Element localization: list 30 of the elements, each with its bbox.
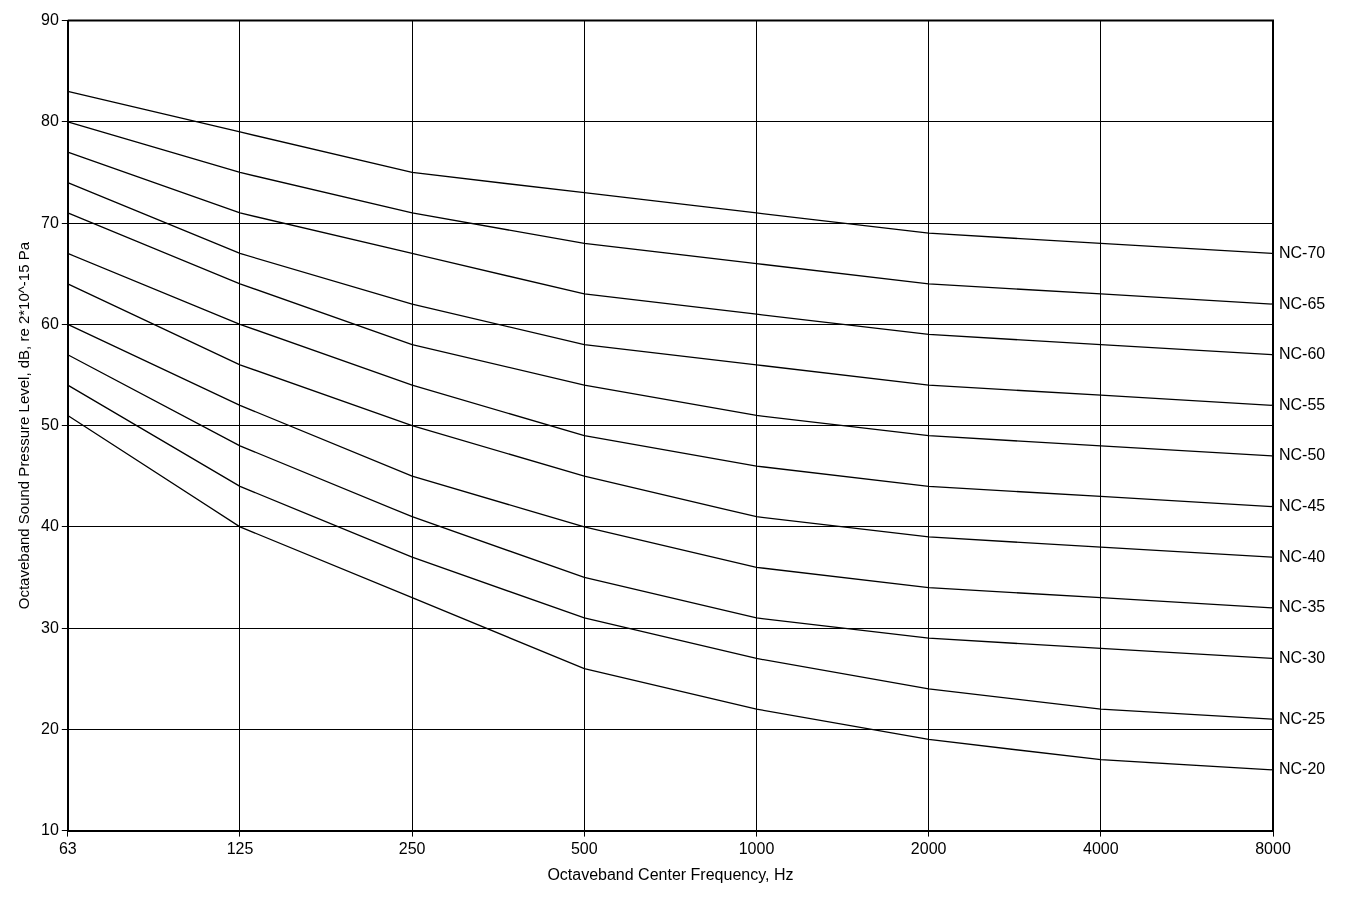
series-label: NC-70	[1279, 243, 1326, 261]
x-tick-label: 250	[398, 839, 426, 857]
y-tick-label: 20	[41, 719, 59, 737]
x-tick-label: 500	[570, 839, 598, 857]
y-tick-label: 10	[41, 821, 59, 839]
y-tick-label: 30	[41, 618, 59, 636]
y-tick-label: 40	[41, 517, 59, 535]
series-label: NC-40	[1279, 547, 1326, 565]
y-tick-label: 90	[41, 11, 59, 29]
series-label: NC-55	[1279, 395, 1326, 413]
x-tick-label: 2000	[910, 839, 947, 857]
x-tick-label: 63	[58, 839, 77, 857]
series-label: NC-35	[1279, 598, 1326, 616]
series-label: NC-45	[1279, 497, 1326, 515]
y-tick-label: 60	[41, 314, 59, 332]
series-label: NC-25	[1279, 709, 1326, 727]
y-tick-label: 70	[41, 213, 59, 231]
y-tick-label: 80	[41, 112, 59, 130]
series-label: NC-65	[1279, 294, 1326, 312]
x-tick-label: 125	[226, 839, 254, 857]
series-label: NC-20	[1279, 760, 1326, 778]
y-axis-title: Octaveband Sound Pressure Level, dB, re 2*10^-15 Pa	[15, 241, 33, 610]
x-tick-label: 4000	[1083, 839, 1119, 857]
series-label: NC-30	[1279, 648, 1326, 666]
x-tick-label: 8000	[1255, 839, 1291, 857]
series-label: NC-50	[1279, 446, 1326, 464]
x-tick-label: 1000	[738, 839, 775, 857]
x-axis-title: Octaveband Center Frequency, Hz	[547, 865, 794, 883]
series-label: NC-60	[1279, 345, 1326, 363]
y-tick-label: 50	[41, 416, 59, 434]
